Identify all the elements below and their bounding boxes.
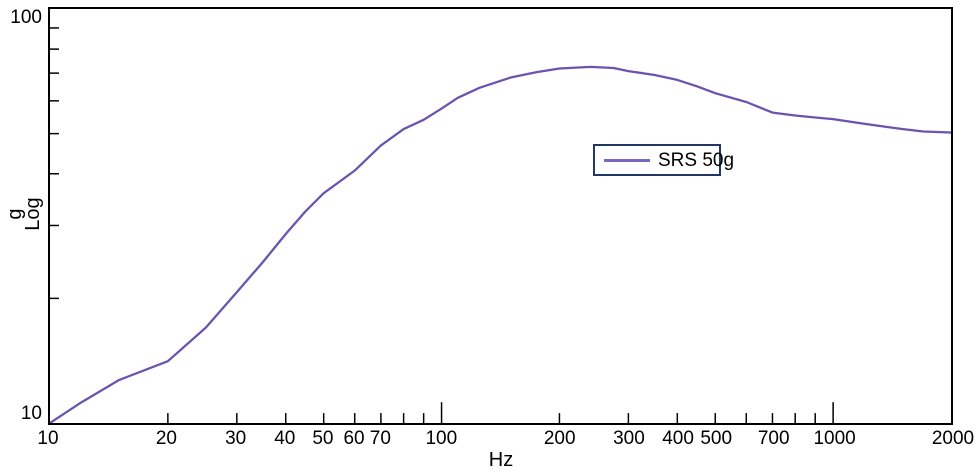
- x-tick-label-70: 70: [369, 428, 391, 449]
- x-tick-label-30: 30: [225, 428, 247, 449]
- legend[interactable]: SRS 50g: [593, 144, 734, 176]
- x-tick-label-700: 700: [757, 428, 790, 449]
- x-tick-label-60: 60: [343, 428, 365, 449]
- x-tick-label-40: 40: [274, 428, 296, 449]
- x-tick-label-10: 10: [37, 428, 59, 449]
- y-tick-label-10: 10: [20, 403, 42, 424]
- x-tick-label-500: 500: [700, 428, 733, 449]
- x-tick-label-300: 300: [613, 428, 645, 449]
- x-tick-label-20: 20: [155, 428, 177, 449]
- x-tick-label-50: 50: [312, 428, 334, 449]
- plot-area: [48, 7, 953, 425]
- legend-line-sample: [604, 158, 650, 162]
- y-axis-label: g Log: [4, 197, 44, 231]
- x-tick-label-200: 200: [543, 428, 576, 449]
- plot-svg: [50, 27, 951, 423]
- x-tick-label-1000: 1000: [813, 428, 856, 449]
- x-tick-label-400: 400: [662, 428, 694, 449]
- y-tick-label-100: 100: [10, 7, 42, 28]
- srs-curve: [50, 65, 951, 423]
- y-axis-label-line-2: Log: [22, 197, 44, 231]
- x-tick-label-2000: 2000: [931, 428, 975, 449]
- legend-label: SRS 50g: [658, 149, 735, 171]
- x-tick-label-100: 100: [425, 428, 458, 449]
- x-axis-label: Hz: [488, 449, 514, 471]
